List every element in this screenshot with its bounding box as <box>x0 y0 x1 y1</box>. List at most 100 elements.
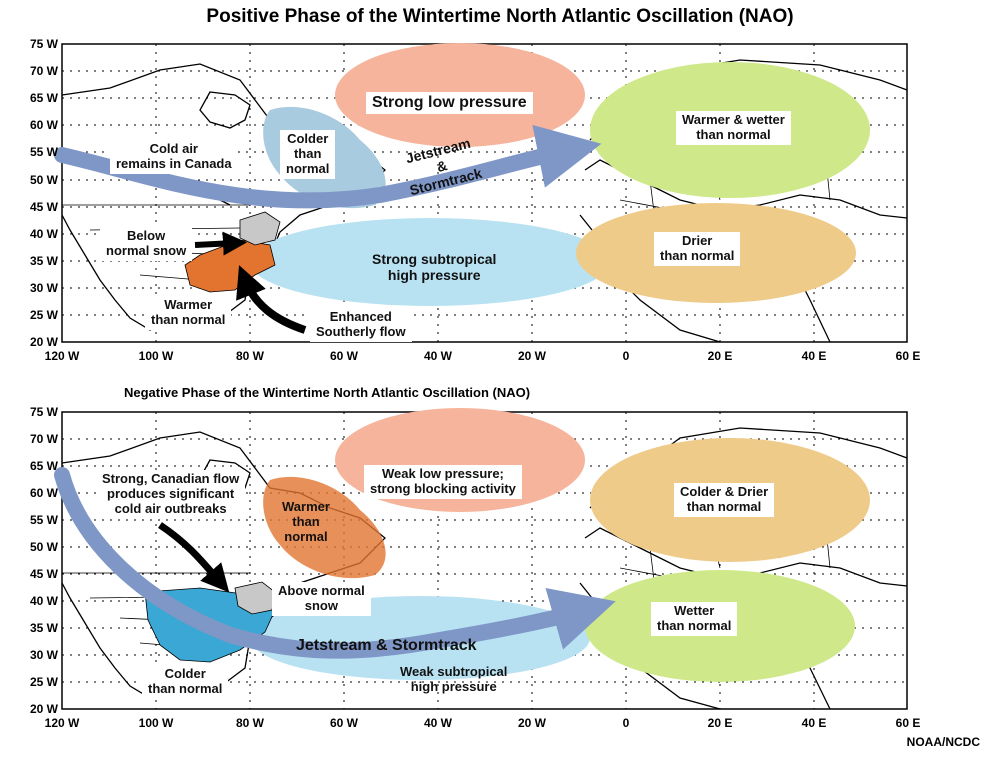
strong-low-label: Strong low pressure <box>366 92 533 115</box>
x-tick-label: 40 W <box>423 349 452 363</box>
x-tick-label: 40 W <box>423 716 452 730</box>
y-tick-label: 65 W <box>29 91 58 105</box>
x-tick-label: 40 E <box>801 349 827 363</box>
jetstream-arrow <box>54 467 616 659</box>
wetter-line-2: than normal <box>657 617 732 633</box>
y-tick-label: 45 W <box>29 567 58 581</box>
weak-subtropical-label: Weak subtropical high pressure <box>400 664 508 695</box>
negative-phase-map: 75 W 70 W 65 W 60 W 55 W 50 W 45 W 40 W … <box>0 370 1000 745</box>
y-tick-label: 35 W <box>29 621 58 635</box>
colder-line-1: Colder <box>164 666 206 681</box>
canadian-flow-label: Strong, Canadian flow produces significa… <box>96 470 246 519</box>
y-tick-label: 60 W <box>29 486 58 500</box>
colder-line-2: than <box>293 145 322 161</box>
below-snow-line-2: normal snow <box>106 242 187 258</box>
y-tick-label: 40 W <box>29 594 58 608</box>
y-tick-label: 75 W <box>29 37 58 51</box>
drier-line-1: Drier <box>682 233 713 248</box>
colder-label: Colder than normal <box>280 130 336 179</box>
x-tick-label: 40 E <box>801 716 827 730</box>
jetstream-label: Jetstream & Stormtrack <box>296 637 477 654</box>
wetter-line-1: Wetter <box>674 603 715 618</box>
above-snow-line-2: snow <box>304 597 338 613</box>
x-tick-label: 100 W <box>138 349 174 363</box>
y-tick-label: 55 W <box>29 145 58 159</box>
drier-label: Drier than normal <box>654 232 741 266</box>
x-tick-label: 120 W <box>44 349 80 363</box>
subtropical-line-2: high pressure <box>387 267 481 284</box>
x-tick-label: 60 E <box>895 349 921 363</box>
y-tick-label: 45 W <box>29 200 58 214</box>
y-tick-label: 60 W <box>29 118 58 132</box>
warmer-label: Warmer than normal <box>145 296 232 330</box>
cold-outbreak-arrow <box>158 522 230 593</box>
x-tick-label: 80 W <box>235 716 264 730</box>
warmer-wetter-label: Warmer & wetter than normal <box>676 111 791 145</box>
warmer-line-1: Warmer <box>164 297 213 312</box>
southerly-flow-label: Enhanced Southerly flow <box>310 308 412 342</box>
weak-sub-line-2: high pressure <box>410 678 497 694</box>
x-tick-label: 20 W <box>517 716 546 730</box>
southerly-line-2: Southerly flow <box>316 323 406 339</box>
colder-drier-line-1: Colder & Drier <box>680 484 769 499</box>
drier-line-2: than normal <box>660 247 735 263</box>
y-tick-label: 20 W <box>29 702 58 716</box>
cold-air-line-1: Cold air <box>149 141 198 156</box>
x-tick-label: 0 <box>622 716 630 730</box>
snow-pointer-arrow <box>194 231 247 256</box>
weak-low-line-2: strong blocking activity <box>370 480 516 496</box>
y-tick-label: 30 W <box>29 281 58 295</box>
subtropical-high-label: Strong subtropical high pressure <box>372 251 496 283</box>
warmer-line-3: normal <box>284 528 328 544</box>
y-tick-label: 40 W <box>29 227 58 241</box>
weak-sub-line-1: Weak subtropical <box>400 664 508 679</box>
below-snow-label: Below normal snow <box>100 227 193 261</box>
wetter-label: Wetter than normal <box>651 602 738 636</box>
subtropical-high-region <box>250 218 610 306</box>
figure-subtitle: Negative Phase of the Wintertime North A… <box>124 385 531 400</box>
y-tick-label: 50 W <box>29 173 58 187</box>
colder-drier-label: Colder & Drier than normal <box>674 483 775 517</box>
x-tick-label: 60 E <box>895 716 921 730</box>
southerly-line-1: Enhanced <box>329 309 392 324</box>
colder-drier-line-2: than normal <box>686 498 762 514</box>
figure-title: Positive Phase of the Wintertime North A… <box>206 6 794 27</box>
y-tick-label: 70 W <box>29 432 58 446</box>
y-tick-label: 25 W <box>29 675 58 689</box>
above-snow-line-1: Above normal <box>278 583 365 598</box>
weak-low-label: Weak low pressure; strong blocking activ… <box>364 465 522 499</box>
x-tick-label: 100 W <box>138 716 174 730</box>
credit-label: NOAA/NCDC <box>906 735 980 749</box>
warmer-line-2: than <box>292 513 320 529</box>
colder-label: Colder than normal <box>142 665 229 699</box>
x-tick-label: 20 W <box>517 349 546 363</box>
y-tick-label: 55 W <box>29 513 58 527</box>
cold-air-label: Cold air remains in Canada <box>110 140 238 174</box>
below-snow-line-1: Below <box>126 228 166 243</box>
y-tick-label: 70 W <box>29 64 58 78</box>
y-tick-label: 75 W <box>29 405 58 419</box>
canadian-line-2: produces significant <box>107 485 235 501</box>
cold-air-line-2: remains in Canada <box>116 155 232 171</box>
warmer-region <box>263 476 386 579</box>
canadian-line-1: Strong, Canadian flow <box>102 471 240 486</box>
warmer-wetter-line-1: Warmer & wetter <box>682 112 785 127</box>
colder-line-2: than normal <box>148 680 223 696</box>
x-tick-label: 80 W <box>235 349 264 363</box>
jetstream-arrow <box>54 124 602 209</box>
warmer-wetter-line-2: than normal <box>696 126 771 142</box>
above-snow-label: Above normal snow <box>272 582 371 616</box>
southerly-flow-arrow <box>236 265 307 334</box>
y-tick-label: 50 W <box>29 540 58 554</box>
warmer-label: Warmer than normal <box>282 499 330 545</box>
positive-phase-map: 75 W 70 W 65 W 60 W 55 W 50 W 45 W 40 W … <box>0 0 1000 370</box>
x-tick-label: 20 E <box>707 716 733 730</box>
canadian-line-3: cold air outbreaks <box>114 500 227 516</box>
x-tick-label: 0 <box>622 349 630 363</box>
y-tick-label: 35 W <box>29 254 58 268</box>
x-tick-label: 120 W <box>44 716 80 730</box>
colder-line-1: Colder <box>287 131 329 146</box>
x-tick-label: 60 W <box>329 716 358 730</box>
subtropical-line-1: Strong subtropical <box>372 251 497 267</box>
colder-line-3: normal <box>286 160 330 176</box>
